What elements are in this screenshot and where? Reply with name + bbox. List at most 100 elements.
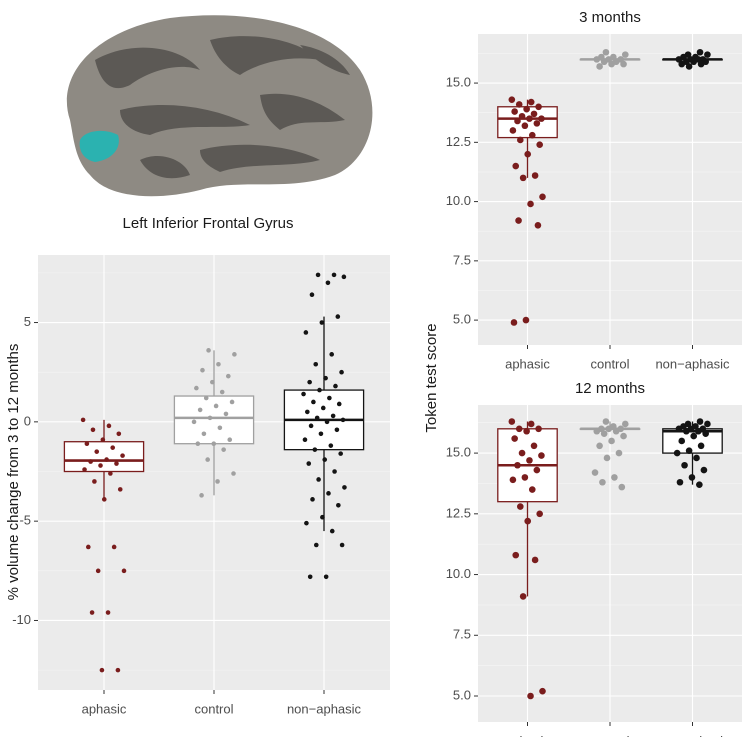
point	[620, 432, 627, 440]
point	[704, 51, 711, 58]
point	[206, 348, 211, 353]
point	[104, 457, 109, 462]
point	[305, 409, 310, 415]
point	[318, 431, 324, 437]
point	[678, 437, 686, 445]
point	[105, 610, 111, 615]
point	[326, 491, 331, 496]
point	[527, 98, 535, 106]
point	[339, 369, 344, 375]
box	[662, 428, 723, 454]
point	[704, 420, 711, 428]
point	[200, 367, 205, 373]
point	[681, 461, 688, 469]
point	[88, 459, 93, 464]
point	[197, 407, 203, 413]
point	[314, 415, 320, 421]
point	[526, 115, 533, 122]
point	[536, 510, 543, 518]
point	[92, 479, 97, 484]
point	[685, 447, 693, 454]
point	[535, 425, 542, 433]
x-tick-label: control	[590, 356, 629, 371]
point	[515, 425, 523, 433]
point	[330, 413, 336, 419]
point	[602, 418, 610, 425]
point	[95, 568, 101, 574]
point	[526, 457, 533, 464]
point	[340, 417, 346, 423]
point	[98, 463, 103, 468]
point	[511, 435, 518, 442]
point	[539, 687, 546, 695]
point	[514, 461, 521, 469]
point	[323, 375, 328, 381]
point	[518, 112, 526, 120]
point	[673, 449, 681, 457]
point	[519, 593, 527, 600]
point	[508, 418, 516, 425]
point	[335, 314, 341, 319]
point	[90, 427, 96, 433]
point	[621, 420, 629, 428]
point	[115, 667, 121, 673]
x-tick-label: aphasic	[82, 701, 127, 716]
point	[608, 437, 615, 445]
point	[110, 445, 116, 450]
x-tick-label: control	[194, 701, 233, 716]
point	[117, 487, 123, 492]
y-tick-label: 5.0	[453, 687, 471, 702]
chart-title: 3 months	[579, 9, 641, 26]
point	[523, 427, 530, 435]
point	[199, 493, 204, 498]
point	[593, 427, 601, 435]
y-tick-label: 7.5	[453, 252, 471, 267]
point	[676, 478, 684, 486]
y-tick-label: 7.5	[453, 627, 471, 642]
point	[232, 352, 237, 357]
y-tick-label: 12.5	[446, 505, 471, 520]
point	[530, 442, 538, 450]
point	[84, 441, 90, 446]
point	[533, 466, 541, 474]
point	[311, 399, 316, 405]
point	[515, 101, 523, 108]
point	[328, 443, 334, 448]
x-tick-label: control	[590, 733, 629, 737]
point	[114, 461, 119, 466]
point	[514, 117, 521, 125]
point	[700, 466, 708, 474]
point	[317, 387, 322, 393]
point	[229, 399, 235, 405]
image-caption: Left Inferior Frontal Gyrus	[123, 215, 294, 232]
point	[515, 217, 522, 224]
y-tick-label: -10	[12, 612, 31, 627]
point	[521, 122, 529, 130]
point	[512, 162, 520, 170]
point	[690, 58, 698, 66]
y-tick-label: 15.0	[446, 75, 471, 90]
y-tick-label: 10.0	[446, 566, 471, 581]
point	[517, 503, 524, 510]
point	[221, 447, 226, 452]
point	[312, 447, 318, 452]
x-tick-label: aphasic	[505, 356, 550, 371]
point	[521, 474, 529, 481]
point	[524, 517, 532, 525]
point	[697, 442, 705, 450]
point	[603, 454, 611, 462]
point	[327, 395, 332, 401]
point	[217, 425, 223, 431]
point	[226, 373, 231, 379]
point	[331, 272, 337, 278]
point	[86, 544, 91, 550]
point	[611, 474, 618, 481]
point	[527, 692, 534, 700]
point	[301, 391, 306, 397]
point	[509, 476, 517, 484]
point	[322, 457, 328, 462]
point	[211, 441, 217, 446]
point	[531, 172, 539, 179]
y-tick-label: 5.0	[453, 312, 471, 327]
